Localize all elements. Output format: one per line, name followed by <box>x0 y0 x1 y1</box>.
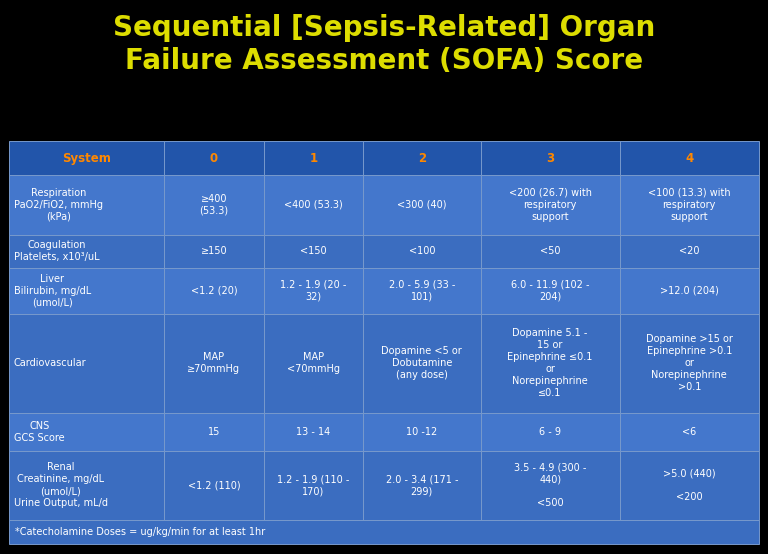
Bar <box>363 268 481 314</box>
Bar <box>263 176 363 234</box>
Text: 0: 0 <box>210 152 218 165</box>
Text: Liver
Bilirubin, mg/dL
(umol/L): Liver Bilirubin, mg/dL (umol/L) <box>14 274 91 307</box>
Bar <box>164 234 263 268</box>
Bar <box>263 234 363 268</box>
Bar <box>9 451 164 520</box>
Bar <box>263 451 363 520</box>
Text: Respiration
PaO2/FiO2, mmHg
(kPa): Respiration PaO2/FiO2, mmHg (kPa) <box>14 188 103 222</box>
Bar <box>481 451 620 520</box>
Text: <150: <150 <box>300 246 326 256</box>
Bar <box>9 176 164 234</box>
Bar <box>481 314 620 413</box>
Text: <1.2 (110): <1.2 (110) <box>187 480 240 490</box>
Text: MAP
≥70mmHg: MAP ≥70mmHg <box>187 352 240 375</box>
Bar <box>363 141 481 176</box>
Text: Sequential [Sepsis-Related] Organ
Failure Assessment (SOFA) Score: Sequential [Sepsis-Related] Organ Failur… <box>113 14 655 75</box>
Bar <box>620 451 759 520</box>
Text: 2.0 - 5.9 (33 -
101): 2.0 - 5.9 (33 - 101) <box>389 280 455 302</box>
Text: 3: 3 <box>546 152 554 165</box>
Bar <box>363 234 481 268</box>
Text: 2: 2 <box>418 152 425 165</box>
Text: 10 -12: 10 -12 <box>406 427 438 437</box>
Bar <box>363 314 481 413</box>
Bar <box>9 268 164 314</box>
Bar <box>9 141 164 176</box>
Bar <box>620 314 759 413</box>
Text: >12.0 (204): >12.0 (204) <box>660 286 719 296</box>
Bar <box>164 176 263 234</box>
Bar <box>620 234 759 268</box>
Text: 1: 1 <box>310 152 317 165</box>
Text: *Catecholamine Doses = ug/kg/min for at least 1hr: *Catecholamine Doses = ug/kg/min for at … <box>15 527 266 537</box>
Text: 6 - 9: 6 - 9 <box>539 427 561 437</box>
Text: <6: <6 <box>682 427 697 437</box>
Text: 2.0 - 3.4 (171 -
299): 2.0 - 3.4 (171 - 299) <box>386 474 458 496</box>
Bar <box>363 413 481 451</box>
Bar <box>263 314 363 413</box>
Text: 1.2 - 1.9 (20 -
32): 1.2 - 1.9 (20 - 32) <box>280 280 346 302</box>
Text: >5.0 (440)

<200: >5.0 (440) <200 <box>663 468 716 502</box>
Bar <box>164 413 263 451</box>
Text: <100 (13.3) with
respiratory
support: <100 (13.3) with respiratory support <box>648 188 730 222</box>
Bar <box>620 413 759 451</box>
Bar <box>263 413 363 451</box>
Text: <50: <50 <box>540 246 561 256</box>
Bar <box>481 413 620 451</box>
Bar <box>164 314 263 413</box>
Text: <20: <20 <box>679 246 700 256</box>
Text: 3.5 - 4.9 (300 -
440)

<500: 3.5 - 4.9 (300 - 440) <500 <box>514 463 586 509</box>
Text: 1.2 - 1.9 (110 -
170): 1.2 - 1.9 (110 - 170) <box>277 474 349 496</box>
Bar <box>620 141 759 176</box>
Text: ≥400
(53.3): ≥400 (53.3) <box>200 194 228 216</box>
Text: 15: 15 <box>207 427 220 437</box>
Bar <box>481 268 620 314</box>
Bar <box>620 176 759 234</box>
Bar <box>9 520 759 544</box>
Text: <200 (26.7) with
respiratory
support: <200 (26.7) with respiratory support <box>508 188 591 222</box>
Bar <box>481 176 620 234</box>
Bar <box>481 141 620 176</box>
Bar <box>164 268 263 314</box>
Text: System: System <box>62 152 111 165</box>
Text: Renal
Creatinine, mg/dL
(umol/L)
Urine Output, mL/d: Renal Creatinine, mg/dL (umol/L) Urine O… <box>14 463 108 509</box>
Text: 4: 4 <box>685 152 694 165</box>
Text: Dopamine <5 or
Dobutamine
(any dose): Dopamine <5 or Dobutamine (any dose) <box>382 346 462 381</box>
Text: MAP
<70mmHg: MAP <70mmHg <box>286 352 339 375</box>
Bar <box>9 314 164 413</box>
Bar <box>263 141 363 176</box>
Bar <box>363 451 481 520</box>
Text: 6.0 - 11.9 (102 -
204): 6.0 - 11.9 (102 - 204) <box>511 280 589 302</box>
Text: <100: <100 <box>409 246 435 256</box>
Text: Coagulation
Platelets, x10³/uL: Coagulation Platelets, x10³/uL <box>14 240 99 262</box>
Text: 13 - 14: 13 - 14 <box>296 427 330 437</box>
Bar <box>263 268 363 314</box>
Bar <box>164 141 263 176</box>
Bar <box>481 234 620 268</box>
Bar <box>9 413 164 451</box>
Text: Dopamine >15 or
Epinephrine >0.1
or
Norepinephrine
>0.1: Dopamine >15 or Epinephrine >0.1 or Nore… <box>646 335 733 392</box>
Text: CNS
GCS Score: CNS GCS Score <box>14 421 65 443</box>
Text: <1.2 (20): <1.2 (20) <box>190 286 237 296</box>
Text: Dopamine 5.1 -
15 or
Epinephrine ≤0.1
or
Norepinephrine
≤0.1: Dopamine 5.1 - 15 or Epinephrine ≤0.1 or… <box>508 329 593 398</box>
Bar <box>9 234 164 268</box>
Text: ≥150: ≥150 <box>200 246 227 256</box>
Text: <400 (53.3): <400 (53.3) <box>284 200 343 210</box>
Bar <box>363 176 481 234</box>
Bar <box>620 268 759 314</box>
Text: <300 (40): <300 (40) <box>397 200 446 210</box>
Bar <box>164 451 263 520</box>
Text: Cardiovascular: Cardiovascular <box>14 358 87 368</box>
